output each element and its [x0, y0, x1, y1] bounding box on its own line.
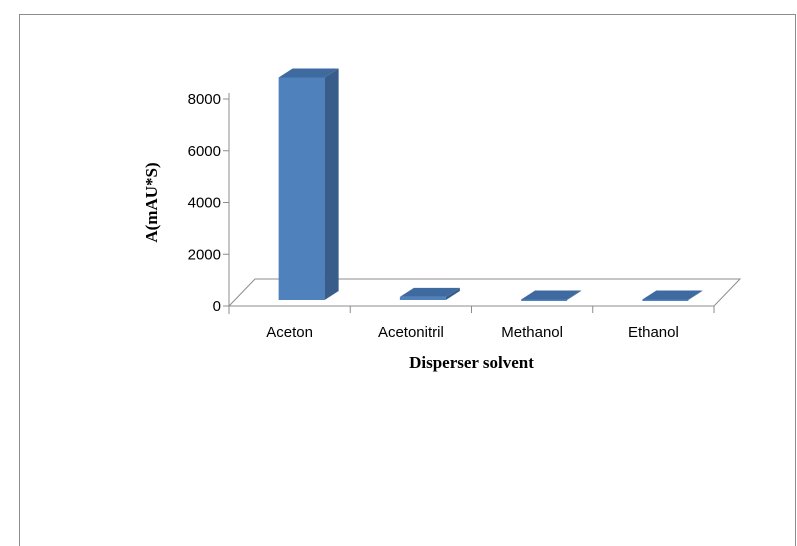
axes [223, 93, 715, 314]
bar-acetonitril [399, 287, 460, 300]
bar-side [567, 290, 582, 300]
y-tick-label: 0 [213, 298, 221, 315]
bars [278, 68, 703, 301]
x-tick-label: Acetonitril [378, 324, 444, 341]
bar-top [642, 290, 703, 300]
bar-side [324, 68, 339, 300]
bar-side [688, 290, 703, 300]
x-axis-title: Disperser solvent [409, 353, 534, 372]
bar-front [521, 299, 568, 301]
bar-top [278, 68, 339, 78]
chart-floor-plane [227, 278, 742, 307]
x-tick-label: Methanol [501, 324, 563, 341]
bar-ethanol [642, 290, 703, 301]
labels: 0 2000 4000 6000 8000 Aceton Acetonitril Methan… [188, 91, 679, 341]
bar-front [399, 296, 446, 300]
bar-top [399, 287, 460, 297]
x-tick-label: Ethanol [628, 324, 679, 341]
bar-aceton [278, 68, 339, 300]
bar-front [278, 77, 325, 300]
y-tick-label: 2000 [188, 246, 221, 263]
bar-methanol [521, 290, 582, 301]
y-tick-label: 6000 [188, 143, 221, 160]
chart-floor [227, 278, 742, 307]
bar-front [642, 299, 689, 301]
y-axis-title: A(mAU*S) [142, 162, 161, 242]
bar-top [521, 290, 582, 300]
bar-side [445, 287, 460, 300]
y-tick-label: 8000 [188, 91, 221, 108]
x-tick-label: Aceton [266, 324, 313, 341]
y-tick-label: 4000 [188, 195, 221, 212]
